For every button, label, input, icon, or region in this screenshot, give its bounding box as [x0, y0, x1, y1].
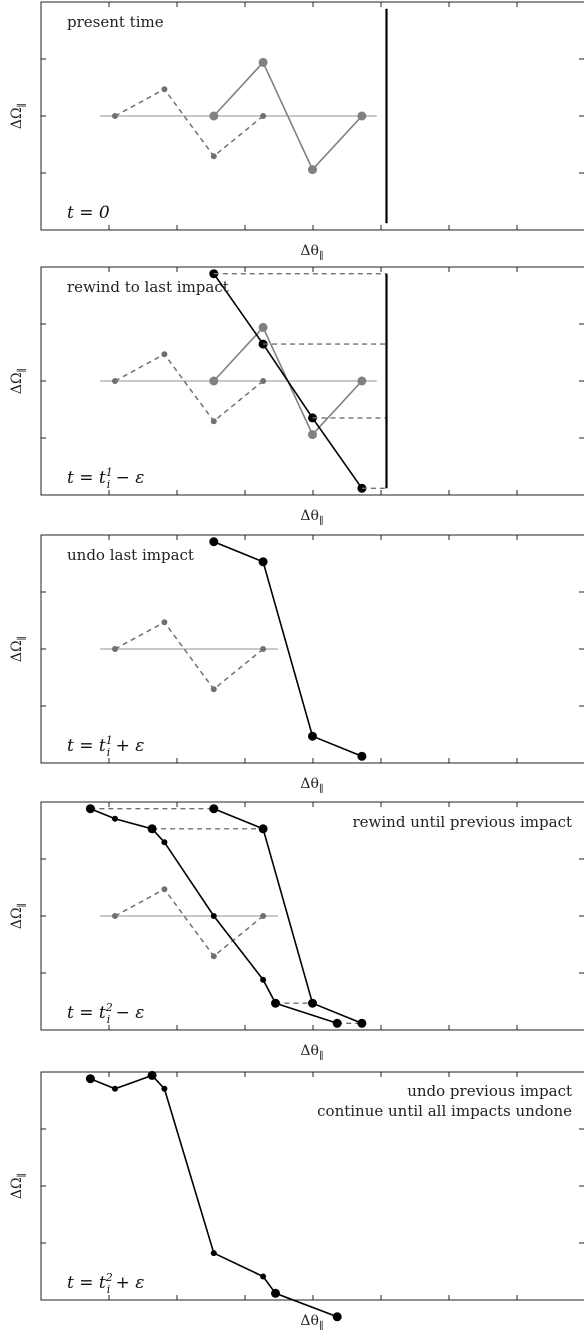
- y-axis-label: ΔΩ∥: [9, 368, 28, 394]
- panel-3: undo last impact t = t1 i + ε Δθ∥ ΔΩ∥: [9, 534, 584, 795]
- series-line: [114, 353, 264, 423]
- data-point: [357, 111, 367, 121]
- data-point: [357, 1018, 367, 1028]
- data-point: [271, 998, 280, 1008]
- panel-5: undo previous impact continue until all i…: [9, 1070, 584, 1332]
- x-axis-label: Δθ∥: [300, 1313, 323, 1332]
- data-point: [260, 913, 267, 919]
- time-label: t = 0: [67, 203, 110, 223]
- data-point: [112, 378, 118, 384]
- data-point: [308, 165, 317, 175]
- data-point: [260, 646, 267, 652]
- data-point: [258, 557, 268, 567]
- panel-annotation: rewind until previous impact: [353, 813, 573, 831]
- x-axis-label: Δθ∥: [300, 508, 323, 527]
- data-point: [112, 1085, 118, 1092]
- data-point: [210, 686, 217, 693]
- data-point: [161, 619, 168, 626]
- data-point: [260, 378, 267, 384]
- series-line: [213, 60, 363, 172]
- data-point: [147, 824, 157, 834]
- data-point: [308, 731, 317, 741]
- data-point: [161, 839, 168, 846]
- data-point: [85, 1074, 95, 1084]
- data-point: [85, 804, 95, 814]
- data-point: [260, 1273, 267, 1280]
- panel-4: rewind until previous impact t = t2 i − ε Δ…: [9, 801, 584, 1062]
- data-point: [112, 913, 118, 919]
- x-axis-label: Δθ∥: [300, 776, 323, 795]
- data-point: [210, 418, 217, 425]
- data-point: [112, 646, 118, 652]
- data-point: [357, 751, 367, 761]
- data-point: [209, 537, 219, 547]
- data-point: [209, 111, 219, 121]
- data-point: [112, 815, 118, 822]
- series-line: [213, 807, 363, 1025]
- data-point: [271, 1288, 280, 1298]
- data-point: [209, 376, 219, 386]
- data-point: [210, 953, 217, 960]
- data-point: [161, 351, 168, 358]
- panel-1: present time t = 0 Δθ∥ ΔΩ∥: [9, 1, 584, 262]
- data-point: [258, 57, 268, 67]
- series-line: [213, 540, 363, 758]
- data-point: [147, 1070, 157, 1080]
- panel-annotation: undo previous impact: [407, 1082, 572, 1100]
- series-line: [213, 273, 363, 489]
- time-label: t = t1 i + ε: [67, 734, 144, 759]
- y-axis-label: ΔΩ∥: [9, 903, 28, 929]
- series-line: [114, 621, 264, 691]
- data-point: [210, 913, 217, 919]
- data-point: [260, 976, 267, 983]
- x-axis-label: Δθ∥: [300, 1043, 323, 1062]
- series-line: [114, 88, 264, 158]
- data-point: [161, 886, 168, 893]
- data-point: [258, 322, 268, 332]
- data-point: [210, 1250, 217, 1257]
- data-point: [332, 1018, 342, 1028]
- panel-annotation: present time: [67, 13, 164, 31]
- data-point: [209, 804, 219, 814]
- time-label: t = t1 i − ε: [67, 466, 144, 491]
- panel-annotation-2: continue until all impacts undone: [317, 1102, 572, 1120]
- data-point: [357, 376, 367, 386]
- x-axis-label: Δθ∥: [300, 243, 323, 262]
- time-label: t = t2 i + ε: [67, 1271, 144, 1296]
- y-axis-label: ΔΩ∥: [9, 103, 28, 129]
- data-point: [161, 1085, 168, 1092]
- data-point: [112, 113, 118, 119]
- data-point: [332, 1312, 342, 1322]
- panel-annotation: rewind to last impact: [67, 278, 229, 296]
- data-point: [308, 430, 317, 440]
- data-point: [161, 86, 168, 93]
- panel-annotation: undo last impact: [67, 546, 194, 564]
- panel-2: rewind to last impact t = t1 i − ε Δθ∥ ΔΩ∥: [9, 266, 584, 527]
- y-axis-label: ΔΩ∥: [9, 636, 28, 662]
- data-point: [260, 113, 267, 119]
- time-label: t = t2 i − ε: [67, 1001, 144, 1026]
- y-axis-label: ΔΩ∥: [9, 1173, 28, 1199]
- data-point: [258, 824, 268, 834]
- series-line: [114, 888, 264, 958]
- data-point: [210, 153, 217, 160]
- data-point: [308, 998, 317, 1008]
